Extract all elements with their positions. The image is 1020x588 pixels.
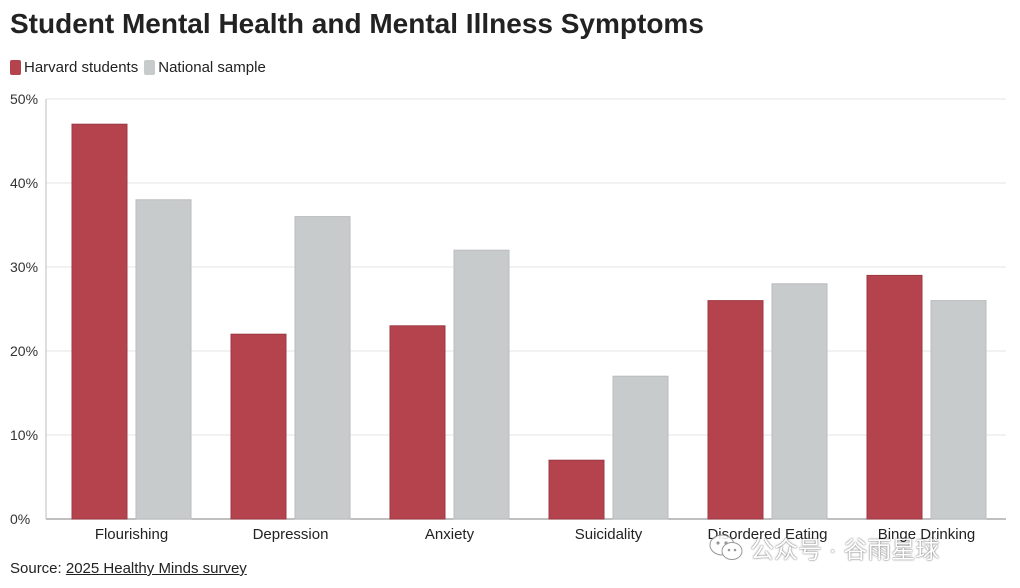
legend-label-national: National sample [158,59,266,76]
chart-title: Student Mental Health and Mental Illness… [10,8,704,39]
bar-national-anxiety [453,249,510,520]
bar-national-binge-drinking [930,300,987,520]
legend-item-national: National sample [144,59,266,76]
y-tick-label: 0% [10,511,30,527]
legend: Harvard students National sample [10,59,272,76]
x-tick-label: Suicidality [575,526,643,543]
wechat-icon [709,534,743,560]
bar-national-flourishing [135,199,192,520]
watermark: 公众号 · 谷雨星球 [708,530,939,565]
x-tick-label: Depression [253,526,329,543]
legend-item-harvard: Harvard students [10,59,138,76]
x-tick-label: Binge Drinking [878,526,976,543]
x-tick-label: Disordered Eating [707,526,827,543]
bar-national-suicidality [612,375,669,520]
bar-harvard-anxiety [389,325,446,520]
bar-harvard-binge-drinking [866,274,923,520]
x-tick-label: Flourishing [95,526,168,543]
bar-harvard-depression [230,333,287,520]
y-tick-label: 30% [10,259,38,275]
x-tick-label: Anxiety [425,526,475,543]
legend-label-harvard: Harvard students [24,59,139,76]
y-tick-label: 20% [10,343,38,359]
source-link[interactable]: 2025 Healthy Minds survey [65,560,247,577]
bar-harvard-disordered-eating [707,300,764,520]
y-tick-label: 50% [10,91,38,107]
legend-swatch-harvard [10,60,21,75]
watermark-text: 公众号 · 谷雨星球 [750,537,940,564]
y-tick-label: 10% [10,427,38,443]
bar-harvard-flourishing [71,123,128,520]
bar-national-disordered-eating [771,283,828,520]
source-prefix: Source: [10,560,66,577]
bar-national-depression [294,216,351,520]
legend-swatch-national [144,60,156,75]
bar-harvard-suicidality [548,459,605,520]
y-tick-label: 40% [10,175,38,191]
source-note: Source: 2025 Healthy Minds survey [10,560,247,577]
